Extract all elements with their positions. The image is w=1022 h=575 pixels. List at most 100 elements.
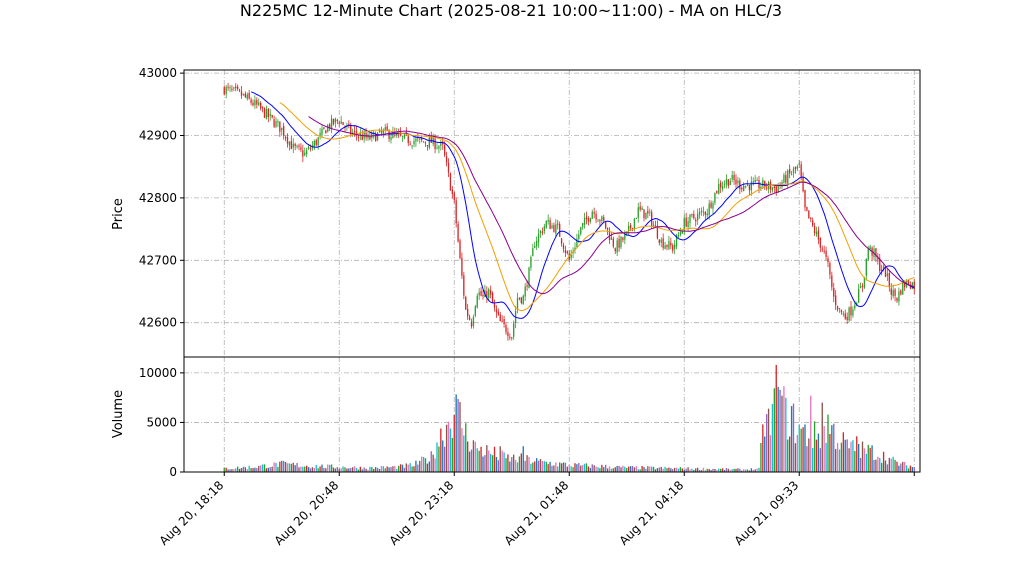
candle-body — [879, 258, 881, 271]
volume-bar — [248, 465, 250, 472]
volume-bar — [618, 465, 620, 472]
candle-body — [463, 275, 465, 296]
candle-body — [468, 316, 471, 320]
candle-body — [520, 297, 523, 304]
volume-bar — [689, 469, 691, 472]
candle-body — [254, 100, 256, 106]
ma-short-line — [250, 91, 915, 319]
candle-body — [696, 213, 699, 221]
volume-bar — [696, 467, 699, 472]
candle-body — [390, 137, 392, 140]
volume-bar — [813, 421, 816, 472]
candle-body — [616, 240, 618, 253]
volume-bar — [796, 434, 799, 472]
volume-bar — [888, 457, 891, 472]
volume-bar — [802, 427, 804, 472]
candle-body — [595, 213, 597, 220]
volume-bar — [489, 453, 492, 472]
volume-bar — [620, 467, 622, 472]
volume-bar — [367, 469, 369, 472]
volume-bar — [806, 446, 808, 472]
volume-bar — [503, 452, 505, 472]
candle-body — [773, 186, 776, 189]
volume-bar — [225, 467, 227, 472]
volume-bar — [235, 468, 237, 472]
x-tick-label: Aug 21, 09:33 — [732, 478, 802, 548]
candle-body — [833, 287, 835, 297]
candle-body — [273, 119, 275, 127]
candle-body — [700, 210, 703, 212]
volume-bar — [443, 446, 446, 472]
volume-bar — [545, 461, 547, 472]
volume-bar — [305, 465, 308, 472]
candle-body — [499, 314, 501, 322]
volume-y-label: Volume — [111, 390, 126, 438]
candle-body — [518, 297, 521, 299]
candle-body — [225, 86, 227, 95]
volume-bar — [871, 445, 873, 472]
x-tick-label: Aug 21, 04:18 — [617, 478, 687, 548]
volume-bar — [819, 448, 822, 472]
volume-bar — [348, 468, 350, 472]
candle-body — [896, 297, 898, 301]
candle-body — [407, 136, 409, 144]
volume-bar — [311, 467, 314, 472]
candle-body — [449, 173, 452, 191]
volume-bar — [583, 463, 586, 472]
volume-bar — [396, 468, 398, 472]
candle-body — [599, 220, 601, 222]
volume-bar — [499, 446, 501, 472]
volume-bar — [890, 458, 892, 472]
candle-body — [353, 130, 356, 132]
candle-body — [898, 291, 900, 302]
volume-bar — [581, 464, 584, 472]
volume-bar — [451, 438, 454, 472]
x-axis: Aug 20, 18:18 Aug 20, 20:48 Aug 20, 23:18 A… — [157, 472, 915, 548]
volume-bar — [440, 428, 442, 472]
volume-bar — [407, 464, 409, 472]
volume-bar — [229, 469, 231, 472]
volume-bar — [242, 466, 245, 472]
candle-body — [691, 214, 693, 216]
candle-body — [265, 109, 268, 119]
volume-bar — [334, 468, 337, 472]
candle-body — [890, 288, 892, 295]
candle-body — [666, 244, 668, 248]
volume-bar — [788, 436, 791, 472]
volume-bar — [486, 445, 488, 472]
volume-bar — [555, 462, 557, 472]
price-candles — [223, 82, 915, 341]
candle-body — [302, 150, 304, 157]
candle-body — [867, 248, 869, 260]
candle-body — [304, 152, 306, 156]
candle-body — [675, 235, 678, 247]
candle-body — [787, 170, 789, 184]
candle-body — [482, 294, 484, 297]
volume-bar — [756, 468, 758, 472]
candle-body — [764, 180, 766, 188]
volume-bar — [419, 460, 421, 472]
volume-bar — [652, 466, 655, 472]
volume-bar — [505, 458, 507, 472]
candle-body — [286, 137, 289, 144]
candle-body — [478, 292, 480, 296]
volume-bar — [649, 466, 651, 472]
candle-body — [451, 189, 454, 194]
volume-bar — [787, 439, 789, 472]
candle-body — [664, 245, 666, 249]
volume-bar — [831, 425, 833, 472]
candle-body — [865, 258, 868, 276]
candle-body — [846, 316, 848, 320]
candle-body — [585, 216, 588, 220]
volume-bar — [794, 443, 797, 472]
volume-bar — [654, 469, 657, 472]
candle-body — [516, 298, 519, 310]
candle-body — [424, 142, 427, 144]
candle-body — [236, 86, 239, 89]
candle-body — [731, 175, 733, 180]
volume-bar — [227, 469, 229, 472]
candle-body — [300, 147, 302, 150]
volume-bar — [254, 467, 256, 472]
volume-bar — [752, 470, 754, 472]
volume-bar — [683, 469, 685, 472]
